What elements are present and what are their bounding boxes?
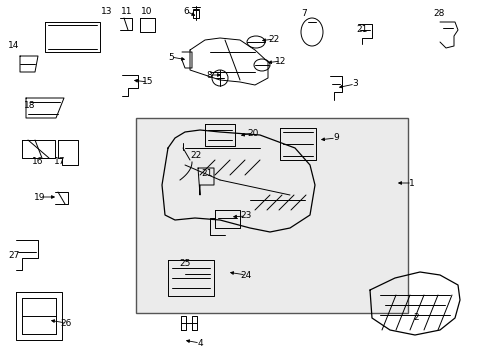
Text: 21: 21 xyxy=(356,26,367,35)
Text: 17: 17 xyxy=(54,157,65,166)
Text: 15: 15 xyxy=(142,77,153,86)
Text: 13: 13 xyxy=(101,6,113,15)
Text: 10: 10 xyxy=(141,6,152,15)
Bar xyxy=(136,118,407,313)
Text: 6: 6 xyxy=(183,6,188,15)
Text: 14: 14 xyxy=(8,41,20,50)
Text: 7: 7 xyxy=(301,9,306,18)
Text: 21: 21 xyxy=(201,170,212,179)
Text: 26: 26 xyxy=(60,319,72,328)
Text: 1: 1 xyxy=(408,179,414,188)
Text: 19: 19 xyxy=(34,193,46,202)
Text: 12: 12 xyxy=(275,57,286,66)
Text: 22: 22 xyxy=(268,35,279,44)
Text: 3: 3 xyxy=(351,80,357,89)
Text: 8: 8 xyxy=(206,71,211,80)
Text: 22: 22 xyxy=(190,150,201,159)
Text: 24: 24 xyxy=(240,270,251,279)
Text: 25: 25 xyxy=(179,260,190,269)
Text: 16: 16 xyxy=(32,157,43,166)
Text: 18: 18 xyxy=(24,102,36,111)
Text: 9: 9 xyxy=(332,134,338,143)
Text: 23: 23 xyxy=(240,211,251,220)
Text: 20: 20 xyxy=(247,129,258,138)
Text: 28: 28 xyxy=(432,9,444,18)
Text: 5: 5 xyxy=(168,53,174,62)
Text: 4: 4 xyxy=(197,338,203,347)
Text: 11: 11 xyxy=(121,6,132,15)
Text: 27: 27 xyxy=(8,252,20,261)
Text: 2: 2 xyxy=(412,312,418,321)
